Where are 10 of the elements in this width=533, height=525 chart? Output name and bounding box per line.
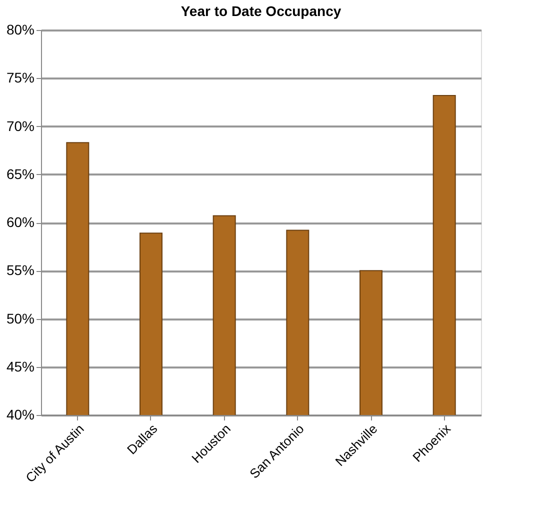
y-tick-label: 65%: [6, 166, 34, 182]
y-tick-label: 55%: [6, 262, 34, 278]
y-tick-label: 50%: [6, 310, 34, 326]
y-tick-label: 70%: [6, 118, 34, 134]
y-tick-label: 40%: [6, 406, 34, 422]
y-tick-label: 45%: [6, 358, 34, 374]
y-tick-label: 75%: [6, 70, 34, 86]
y-tick-label: 60%: [6, 214, 34, 230]
y-tick-label: 80%: [6, 22, 34, 38]
chart-title: Year to Date Occupancy: [180, 3, 342, 19]
